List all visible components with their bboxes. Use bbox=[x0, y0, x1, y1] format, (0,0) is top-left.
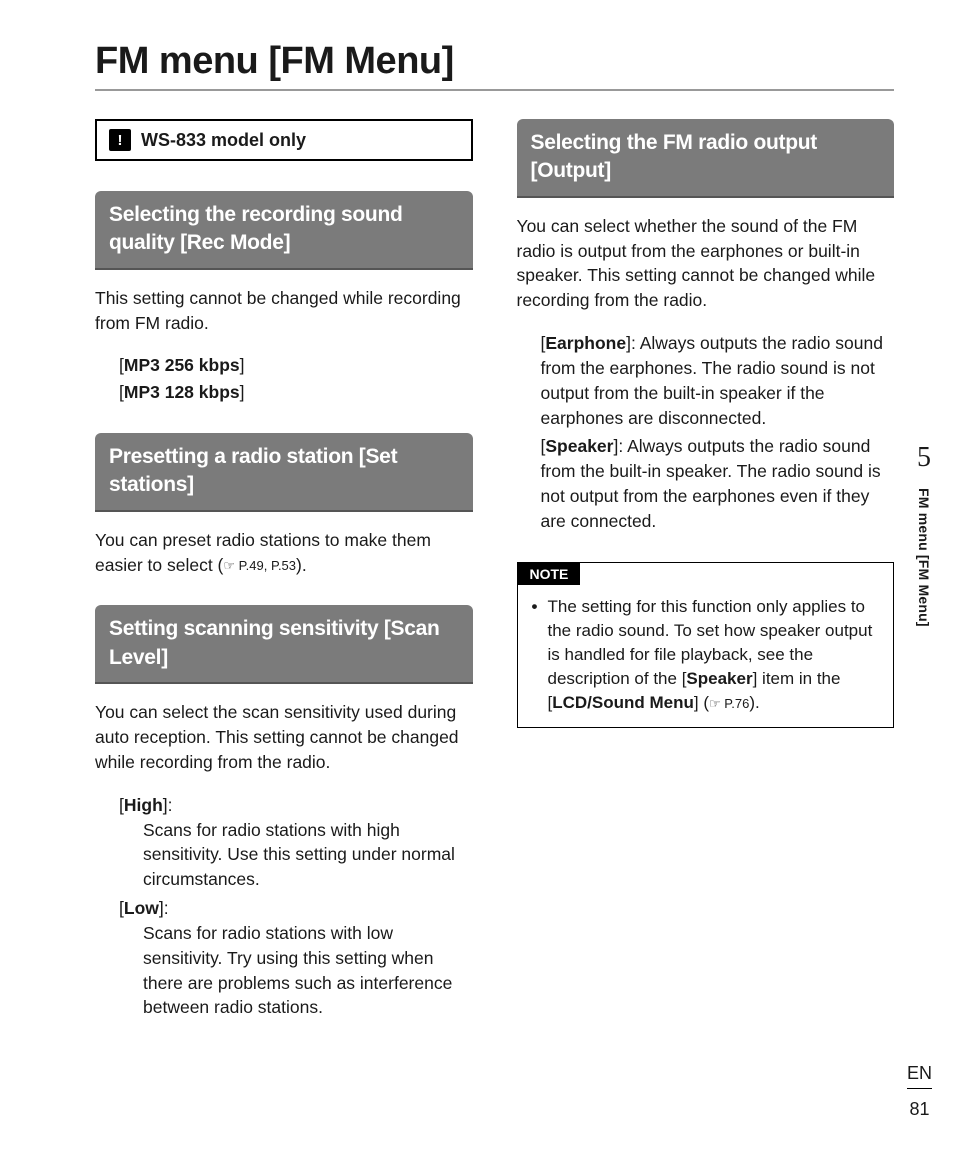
scan-level-body: You can select the scan sensitivity used… bbox=[95, 700, 473, 775]
scan-level-options: [High]: Scans for radio stations with hi… bbox=[95, 793, 473, 1021]
reference-icon: ☞ P.49, P.53 bbox=[223, 557, 296, 575]
list-item: [MP3 128 kbps] bbox=[119, 380, 473, 405]
rec-mode-body: This setting cannot be changed while rec… bbox=[95, 286, 473, 336]
exclamation-icon: ! bbox=[109, 129, 131, 151]
section-scan-level-heading: Setting scanning sensitivity [Scan Level… bbox=[95, 605, 473, 684]
right-column: Selecting the FM radio output [Output] Y… bbox=[517, 119, 895, 1048]
note-body: The setting for this function only appli… bbox=[530, 595, 882, 716]
content-columns: ! WS-833 model only Selecting the record… bbox=[95, 119, 894, 1048]
model-callout: ! WS-833 model only bbox=[95, 119, 473, 161]
page-footer: EN 81 bbox=[907, 1063, 932, 1120]
list-item: [Speaker]: Always outputs the radio soun… bbox=[541, 434, 895, 533]
side-tab: 5 FM menu [FM Menu] bbox=[916, 442, 932, 627]
option-description: Scans for radio stations with high sensi… bbox=[119, 818, 473, 893]
language-indicator: EN bbox=[907, 1063, 932, 1089]
list-item: [MP3 256 kbps] bbox=[119, 353, 473, 378]
list-item: [High]: bbox=[119, 793, 473, 818]
section-rec-mode-heading: Selecting the recording sound quality [R… bbox=[95, 191, 473, 270]
note-label: NOTE bbox=[518, 563, 581, 585]
page-title: FM menu [FM Menu] bbox=[95, 40, 894, 91]
side-section-label: FM menu [FM Menu] bbox=[916, 488, 932, 627]
output-body: You can select whether the sound of the … bbox=[517, 214, 895, 313]
list-item: [Earphone]: Always outputs the radio sou… bbox=[541, 331, 895, 430]
section-output-heading: Selecting the FM radio output [Output] bbox=[517, 119, 895, 198]
list-item: [Low]: bbox=[119, 896, 473, 921]
section-set-stations-heading: Presetting a radio station [Set stations… bbox=[95, 433, 473, 512]
left-column: ! WS-833 model only Selecting the record… bbox=[95, 119, 473, 1048]
rec-mode-options: [MP3 256 kbps] [MP3 128 kbps] bbox=[95, 353, 473, 405]
chapter-number: 5 bbox=[916, 442, 932, 474]
output-options: [Earphone]: Always outputs the radio sou… bbox=[517, 331, 895, 534]
option-description: Scans for radio stations with low sensit… bbox=[119, 921, 473, 1020]
note-box: NOTE The setting for this function only … bbox=[517, 562, 895, 729]
reference-icon: ☞ P.76 bbox=[709, 695, 749, 713]
set-stations-body: You can preset radio stations to make th… bbox=[95, 528, 473, 578]
callout-text: WS-833 model only bbox=[141, 130, 306, 151]
page-number: 81 bbox=[907, 1099, 932, 1120]
